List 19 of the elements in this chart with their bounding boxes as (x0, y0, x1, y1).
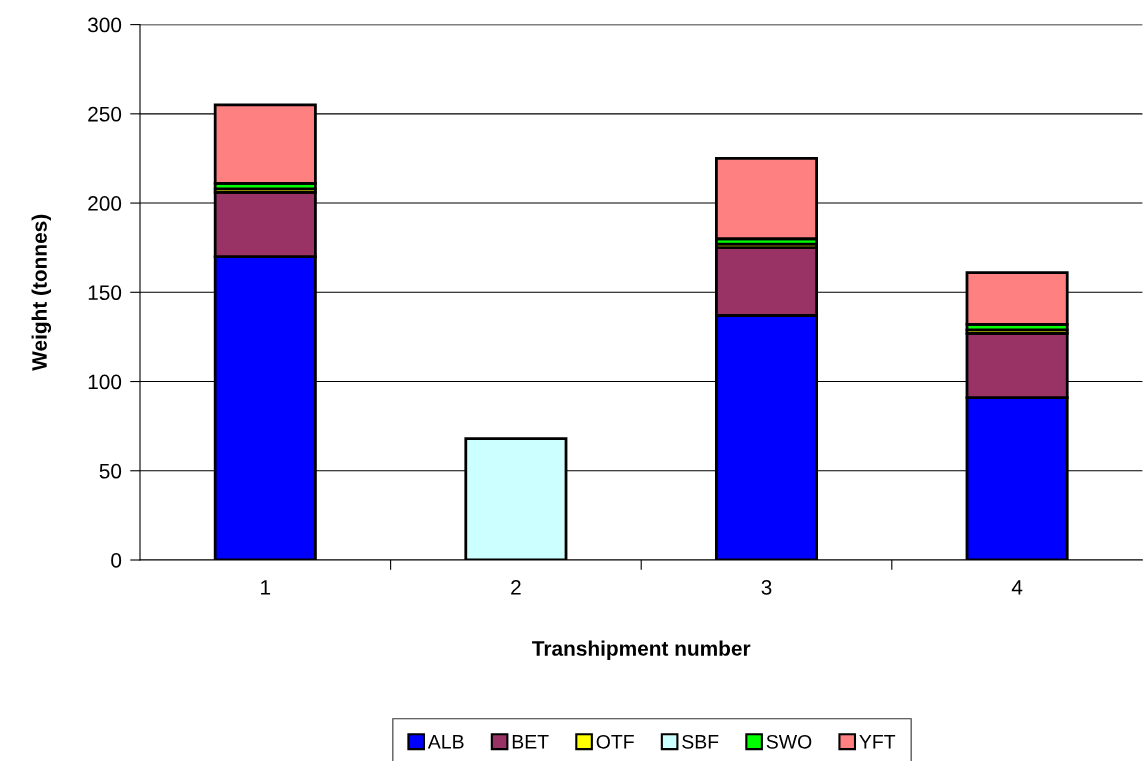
x-tick-label: 2 (511, 579, 521, 595)
legend-label: SWO (766, 734, 812, 749)
x-tick-label: 3 (761, 579, 772, 595)
y-tick-label: 250 (88, 106, 122, 122)
y-tick-label: 50 (99, 463, 122, 479)
x-axis-title: Transhipment number (532, 640, 751, 660)
legend-label: YFT (859, 735, 896, 749)
legend-label: BET (512, 735, 549, 749)
x-tick-label: 1 (261, 580, 271, 595)
y-tick-label: 0 (111, 553, 122, 568)
y-tick-label: 150 (88, 285, 122, 301)
y-tick-label: 200 (88, 196, 122, 211)
legend-label: SBF (682, 734, 719, 749)
x-tick-label: 4 (1011, 580, 1023, 595)
legend-label: OTF (596, 734, 634, 749)
y-tick-label: 100 (88, 374, 122, 390)
legend-label: ALB (427, 735, 464, 749)
y-tick-label: 300 (87, 17, 122, 33)
y-axis-title: Weight (tonnes) (31, 214, 52, 371)
